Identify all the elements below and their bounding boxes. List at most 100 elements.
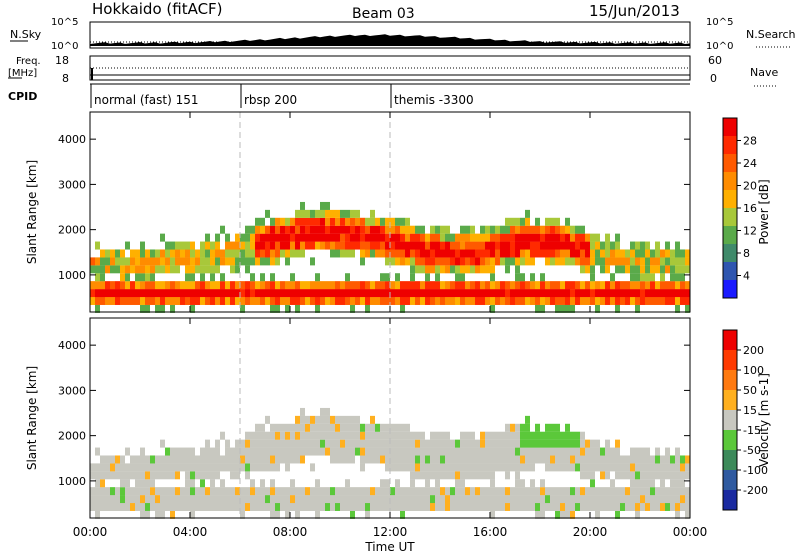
power-cell (145, 265, 150, 274)
power-cell (165, 241, 170, 250)
velocity-cell (175, 502, 180, 511)
power-cell (120, 265, 125, 274)
velocity-cell (250, 463, 255, 472)
power-cell (115, 265, 120, 274)
velocity-cell (230, 455, 235, 464)
power-cell (455, 257, 460, 266)
power-cell (420, 289, 425, 298)
power-cell (290, 249, 295, 258)
velocity-cell (340, 415, 345, 424)
power-cell (385, 241, 390, 250)
power-cell (660, 289, 665, 298)
velocity-cell (310, 447, 315, 456)
velocity-cell (230, 495, 235, 504)
velocity-cell (610, 495, 615, 504)
power-cell (420, 241, 425, 250)
power-cell (280, 281, 285, 290)
power-cell (430, 233, 435, 242)
power-cell (505, 289, 510, 298)
power-cell (500, 241, 505, 250)
velocity-cell (500, 431, 505, 440)
power-cell (595, 289, 600, 298)
velocity-cell (430, 495, 435, 504)
velocity-cell (580, 439, 585, 448)
power-cell (675, 273, 680, 282)
power-cell (495, 296, 500, 305)
velocity-cell (450, 447, 455, 456)
power-cell (525, 241, 530, 250)
power-cell (320, 296, 325, 305)
power-cell (350, 225, 355, 234)
velocity-cell (365, 510, 370, 519)
velocity-cell (645, 447, 650, 456)
power-cell (310, 225, 315, 234)
velocity-cell (320, 502, 325, 511)
power-cell (575, 233, 580, 242)
power-cell (615, 296, 620, 305)
power-cell (95, 257, 100, 266)
power-cell (480, 281, 485, 290)
velocity-cell (290, 423, 295, 432)
power-cell (125, 257, 130, 266)
velocity-cell (315, 439, 320, 448)
power-cell (380, 233, 385, 242)
power-cell (355, 225, 360, 234)
power-cell (295, 289, 300, 298)
power-cell (255, 257, 260, 266)
velocity-cell (150, 479, 155, 488)
velocity-cell (460, 471, 465, 480)
power-cell (530, 257, 535, 266)
power-cell (510, 289, 515, 298)
velocity-cell (290, 495, 295, 504)
velocity-cell (425, 455, 430, 464)
power-cell (675, 249, 680, 258)
velocity-cell (485, 487, 490, 496)
power-cell (440, 257, 445, 266)
power-cell (150, 273, 155, 282)
power-cell (215, 289, 220, 298)
power-cell (395, 241, 400, 250)
velocity-cell (280, 495, 285, 504)
velocity-cell (250, 439, 255, 448)
power-cell (105, 257, 110, 266)
velocity-cell (235, 463, 240, 472)
velocity-cell (240, 510, 245, 519)
cpid-segment-label: rbsp 200 (244, 93, 297, 107)
velocity-cell (630, 495, 635, 504)
power-cell (425, 281, 430, 290)
velocity-cell (680, 487, 685, 496)
velocity-cell (215, 471, 220, 480)
velocity-cell (175, 455, 180, 464)
power-cell (335, 209, 340, 218)
velocity-cell (110, 487, 115, 496)
power-cell (590, 296, 595, 305)
power-cell (290, 241, 295, 250)
power-cell (150, 249, 155, 258)
velocity-cell (540, 502, 545, 511)
velocity-cell (350, 502, 355, 511)
power-cell (435, 281, 440, 290)
velocity-cell (290, 431, 295, 440)
velocity-cell (645, 463, 650, 472)
velocity-cell (545, 502, 550, 511)
velocity-cell (565, 495, 570, 504)
velocity-cell (185, 463, 190, 472)
power-cell (495, 233, 500, 242)
power-cell (215, 241, 220, 250)
velocity-cell (445, 502, 450, 511)
power-cell (305, 209, 310, 218)
velocity-cell (270, 463, 275, 472)
velocity-cell (520, 479, 525, 488)
velocity-cell (420, 471, 425, 480)
nsearch-label: N.Search (746, 28, 796, 41)
power-cell (500, 281, 505, 290)
velocity-cell (290, 439, 295, 448)
velocity-cell (215, 439, 220, 448)
power-cell (275, 304, 280, 313)
power-cell (125, 281, 130, 290)
velocity-cell (350, 487, 355, 496)
velocity-cell (620, 471, 625, 480)
velocity-cell (240, 495, 245, 504)
power-cell (470, 233, 475, 242)
power-cell (500, 296, 505, 305)
